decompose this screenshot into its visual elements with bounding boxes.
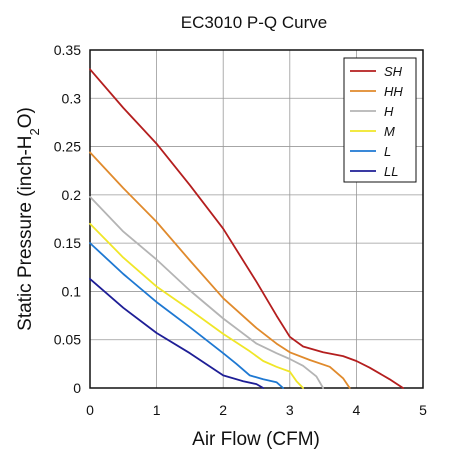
legend-label-h: H: [384, 104, 394, 119]
series-line-l: [89, 242, 285, 389]
series-lines: [89, 68, 404, 389]
legend-label-m: M: [384, 124, 395, 139]
legend-label-sh: SH: [384, 64, 403, 79]
y-tick-label: 0.25: [54, 139, 81, 155]
y-tick-label: 0.05: [54, 332, 81, 348]
legend-label-hh: HH: [384, 84, 403, 99]
x-tick-label: 0: [86, 402, 94, 418]
plot-frame: [89, 49, 424, 389]
series-line-hh: [89, 151, 351, 389]
x-tick-label: 2: [219, 402, 227, 418]
y-tick-label: 0.15: [54, 235, 81, 251]
x-tick-label: 5: [419, 402, 427, 418]
x-tick-label: 3: [286, 402, 294, 418]
y-tick-label: 0.3: [62, 90, 82, 106]
y-tick-label: 0.35: [54, 42, 81, 58]
series-line-m: [89, 222, 305, 389]
y-tick-label: 0: [73, 380, 81, 396]
legend-label-ll: LL: [384, 164, 398, 179]
series-line-h: [89, 195, 325, 389]
x-axis-label: Air Flow (CFM): [192, 429, 320, 450]
legend-box: [343, 57, 417, 183]
y-tick-label: 0.1: [62, 283, 82, 299]
y-tick-label: 0.2: [62, 187, 82, 203]
y-axis-label: Static Pressure (inch-H2O): [15, 107, 42, 331]
series-line-ll: [89, 277, 265, 389]
x-tick-label: 1: [153, 402, 161, 418]
chart-title: EC3010 P-Q Curve: [181, 13, 327, 32]
series-line-sh: [89, 68, 404, 389]
x-tick-label: 4: [353, 402, 361, 418]
legend-label-l: L: [384, 144, 391, 159]
tick-labels: 0 1 2 3 4 5 0 0.05 0.1 0.15 0.2 0.25 0.3 0.35: [54, 42, 427, 418]
